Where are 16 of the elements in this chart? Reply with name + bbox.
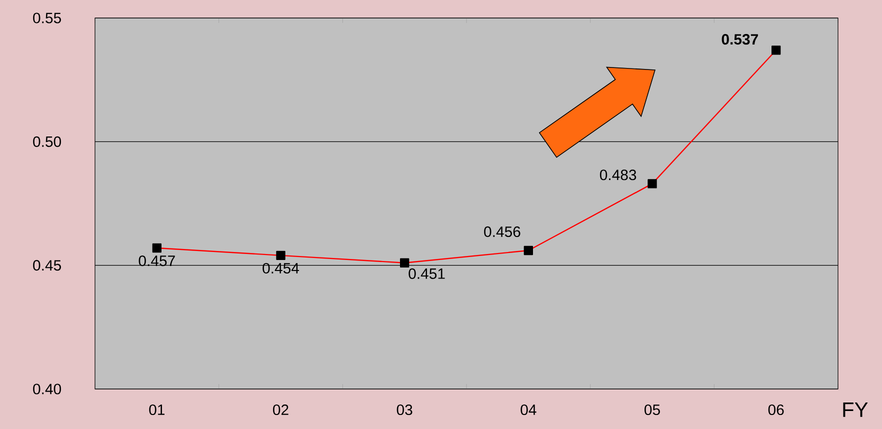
x-tick-label: 05 [644, 404, 660, 416]
x-tick-label: 01 [149, 404, 164, 416]
x-tick-label: 04 [520, 404, 536, 416]
y-tick-label: 0.45 [33, 260, 61, 271]
data-label: 0.451 [408, 268, 445, 279]
data-label: 0.483 [600, 170, 636, 180]
y-tick-label: 0.55 [33, 12, 61, 24]
x-tick-label: 06 [768, 404, 784, 416]
x-tick-label: 02 [273, 404, 288, 416]
data-label: 0.454 [262, 262, 300, 274]
y-tick-label: 0.50 [33, 136, 61, 147]
y-tick-label: 0.40 [33, 384, 61, 394]
x-tick-label: 03 [396, 404, 412, 416]
x-axis-title: FY [843, 402, 868, 417]
data-label: 0.456 [484, 226, 520, 238]
data-label: 0.537 [722, 34, 758, 45]
